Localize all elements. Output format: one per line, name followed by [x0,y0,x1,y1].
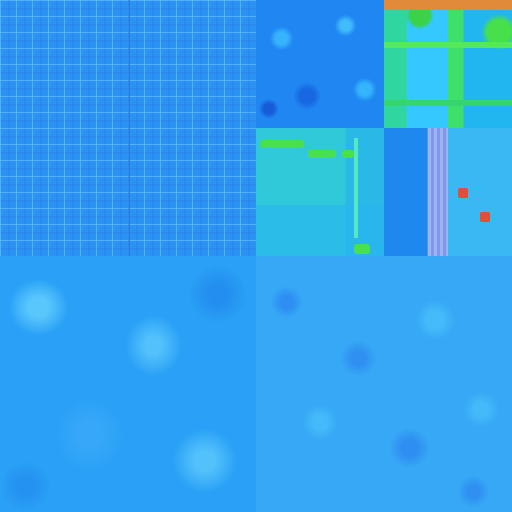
column-texture [384,128,512,256]
green-bar [260,140,304,148]
panel-rod [354,138,358,238]
lavender-pillar [428,128,448,256]
texture-seam [128,0,130,256]
green-band [384,42,512,48]
marble-texture [0,256,256,512]
green-band [384,100,512,106]
panel-texture [256,128,384,256]
red-spot [458,188,468,198]
red-spot [480,212,490,222]
tiled-squares-texture [0,0,256,256]
green-bar [308,150,336,158]
green-bar [354,244,370,254]
green-mix-texture [384,0,512,128]
green-bar [342,150,354,158]
mottled-texture [256,256,512,512]
blue-speckle-texture [256,0,384,128]
